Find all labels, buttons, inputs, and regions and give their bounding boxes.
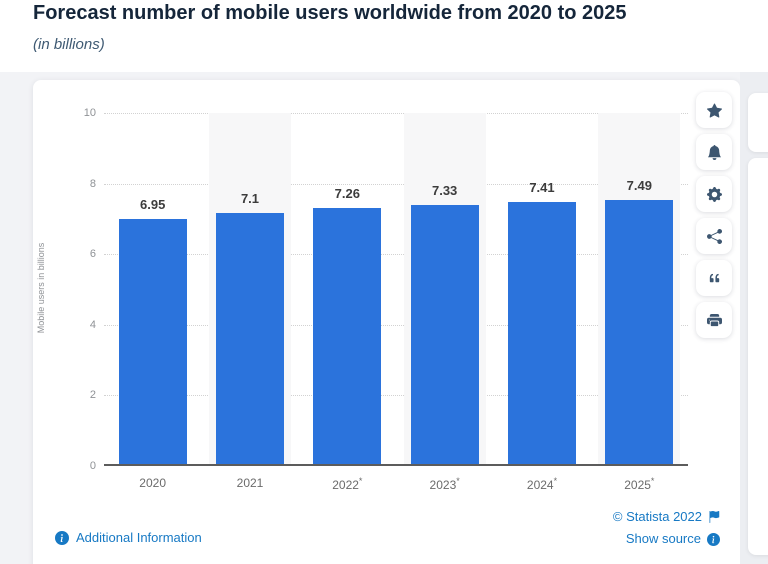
bar-2021[interactable] bbox=[215, 213, 284, 464]
flag-icon bbox=[709, 511, 720, 523]
bar-2020[interactable] bbox=[118, 218, 187, 464]
value-label: 7.1 bbox=[240, 191, 260, 207]
settings-button[interactable] bbox=[696, 176, 732, 212]
y-tick-label: 4 bbox=[89, 318, 96, 331]
bell-icon bbox=[707, 144, 721, 160]
bar-2024[interactable] bbox=[507, 202, 576, 464]
chart-column: 7.33 bbox=[396, 113, 493, 464]
info-icon bbox=[55, 530, 69, 545]
y-tick-label: 8 bbox=[89, 177, 96, 190]
gridline bbox=[104, 324, 688, 326]
cutoff-card-tall bbox=[748, 158, 768, 555]
y-axis-title: Mobile users in billions bbox=[36, 242, 46, 334]
source-links: © Statista 2022 Show source bbox=[613, 506, 720, 550]
quote-icon bbox=[709, 273, 719, 282]
gear-icon bbox=[706, 186, 722, 202]
show-source-link[interactable]: Show source bbox=[613, 528, 720, 550]
chart-card: Mobile users in billions 0 2 4 6 8 10 6.95 7.1… bbox=[33, 80, 740, 564]
page-title: Forecast number of mobile users worldwid… bbox=[33, 2, 627, 24]
adjacent-panel-strip bbox=[740, 72, 768, 564]
x-tick-label: 2020 bbox=[139, 476, 166, 490]
statista-copyright-link[interactable]: © Statista 2022 bbox=[613, 506, 720, 528]
cutoff-card-small bbox=[748, 93, 768, 152]
share-button[interactable] bbox=[696, 218, 732, 254]
y-tick-label: 2 bbox=[89, 389, 96, 402]
gridline bbox=[104, 254, 688, 256]
bar-2023[interactable] bbox=[410, 205, 479, 464]
x-tick-label: 2023* bbox=[429, 476, 460, 492]
cite-button[interactable] bbox=[696, 260, 732, 296]
info-icon bbox=[707, 532, 720, 546]
y-tick-label: 10 bbox=[83, 107, 96, 119]
value-label: 7.41 bbox=[529, 180, 555, 196]
printer-icon bbox=[706, 313, 722, 326]
y-tick-label: 0 bbox=[89, 460, 96, 472]
chart-section: Mobile users in billions 0 2 4 6 8 10 6.95 7.1… bbox=[0, 72, 768, 564]
page-subtitle: (in billions) bbox=[33, 36, 105, 53]
chart-column: 6.95 bbox=[104, 113, 201, 464]
x-tick-label: 2024* bbox=[526, 476, 558, 492]
plot-area: 6.95 7.1 7.26 7.33 7.41 7.49 bbox=[104, 113, 688, 466]
bar-2025[interactable] bbox=[605, 199, 674, 464]
favorite-button[interactable] bbox=[696, 92, 732, 128]
star-icon bbox=[706, 102, 722, 118]
x-tick-label: 2021 bbox=[236, 476, 264, 490]
value-label: 7.26 bbox=[334, 185, 360, 201]
chart-column: 7.1 bbox=[201, 113, 298, 464]
share-icon bbox=[706, 228, 722, 244]
bar-2022[interactable] bbox=[313, 207, 382, 464]
value-label: 7.33 bbox=[431, 183, 458, 199]
copyright-label: © Statista 2022 bbox=[612, 509, 702, 524]
y-tick-label: 6 bbox=[89, 248, 96, 261]
value-label: 7.49 bbox=[626, 177, 652, 193]
chart-column: 7.26 bbox=[299, 113, 396, 464]
additional-information-link[interactable]: Additional Information bbox=[55, 530, 202, 545]
chart-toolbar bbox=[696, 92, 732, 338]
page-header: Forecast number of mobile users worldwid… bbox=[0, 0, 768, 72]
show-source-label: Show source bbox=[625, 531, 701, 546]
gridline bbox=[104, 395, 688, 397]
gridline bbox=[104, 113, 688, 114]
x-tick-label: 2025* bbox=[624, 476, 655, 492]
print-button[interactable] bbox=[696, 302, 732, 338]
alert-button[interactable] bbox=[696, 134, 732, 170]
x-tick-label: 2022* bbox=[332, 476, 363, 492]
value-label: 6.95 bbox=[140, 196, 166, 212]
additional-information-label: Additional Information bbox=[76, 530, 202, 545]
chart-column: 7.41 bbox=[493, 113, 590, 464]
gridline bbox=[104, 183, 688, 185]
chart-column: 7.49 bbox=[591, 113, 688, 464]
